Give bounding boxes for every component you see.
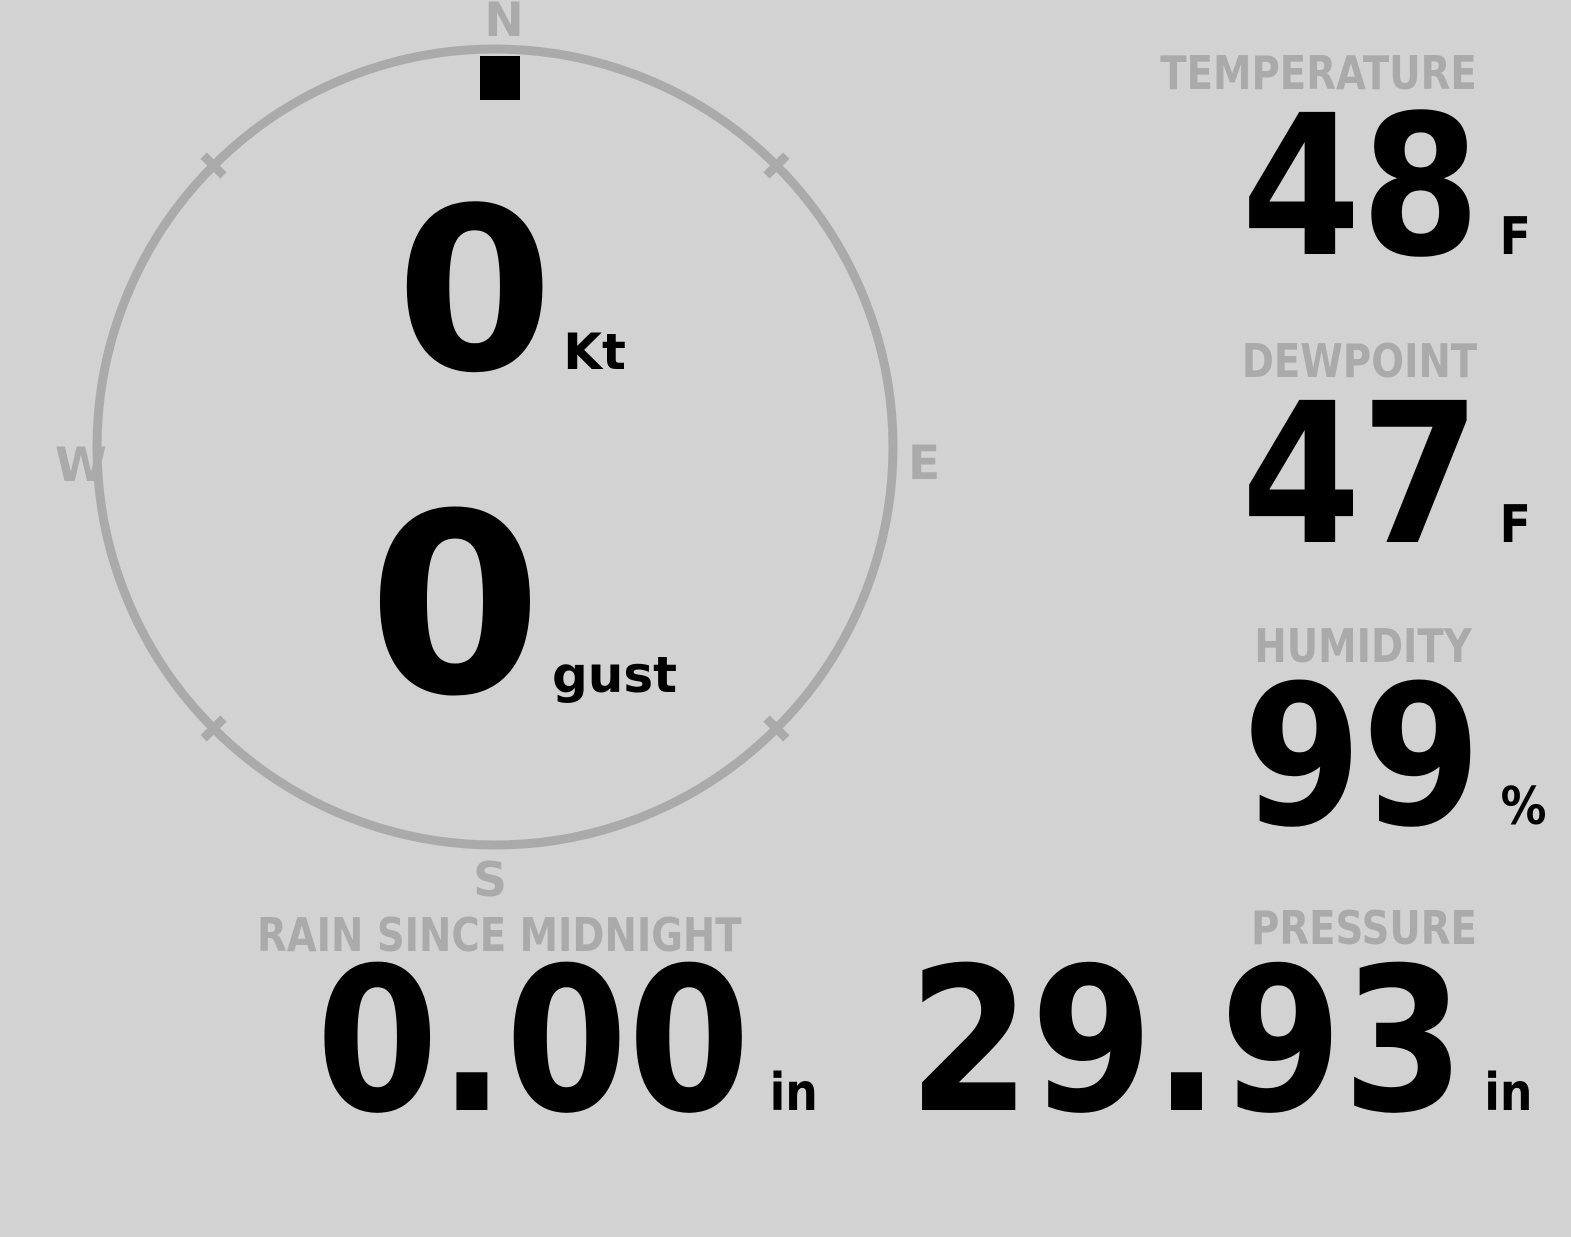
rain-reading: 0.00 in xyxy=(316,942,818,1142)
temperature-unit: F xyxy=(1499,207,1531,267)
cardinal-north-label: N xyxy=(484,0,524,48)
compass-ring-graphic xyxy=(92,44,898,850)
wind-speed-value: 0 xyxy=(396,160,554,423)
wind-gust-unit: gust xyxy=(551,646,678,704)
humidity-label: HUMIDITY xyxy=(1254,619,1472,673)
rain-since-midnight-label: RAIN SINCE MIDNIGHT xyxy=(257,908,742,962)
temperature-reading: 48 F xyxy=(1242,89,1531,284)
humidity-reading: 99 % xyxy=(1242,659,1546,854)
compass-tick-nw xyxy=(200,152,227,179)
pressure-reading: 29.93 in xyxy=(908,942,1532,1142)
dewpoint-label: DEWPOINT xyxy=(1241,334,1477,388)
pressure-label: PRESSURE xyxy=(1251,901,1477,955)
compass-tick-ne xyxy=(763,152,790,179)
cardinal-west-label: W xyxy=(55,438,107,493)
dewpoint-reading: 47 F xyxy=(1242,377,1531,572)
cardinal-south-label: S xyxy=(473,853,507,908)
rain-value: 0.00 xyxy=(316,925,751,1158)
temperature-value: 48 xyxy=(1241,73,1481,300)
wind-direction-marker-icon xyxy=(480,56,520,100)
humidity-unit: % xyxy=(1500,777,1546,837)
rain-unit: in xyxy=(769,1063,818,1123)
wind-direction-marker-group xyxy=(480,56,520,100)
dewpoint-unit: F xyxy=(1499,495,1531,555)
wind-gust-reading: 0 gust xyxy=(368,481,677,731)
compass-tick-sw xyxy=(200,715,227,742)
compass-tick-se xyxy=(763,715,790,742)
cardinal-east-label: E xyxy=(908,436,941,491)
wind-gust-value: 0 xyxy=(368,460,542,751)
compass-ring xyxy=(92,44,898,850)
wind-speed-unit: Kt xyxy=(563,323,626,381)
humidity-value: 99 xyxy=(1241,643,1481,870)
dewpoint-value: 47 xyxy=(1241,361,1481,588)
temperature-label: TEMPERATURE xyxy=(1160,46,1477,100)
pressure-unit: in xyxy=(1483,1063,1532,1123)
wind-speed-reading: 0 Kt xyxy=(396,179,626,405)
pressure-value: 29.93 xyxy=(907,925,1465,1158)
compass-ticks xyxy=(200,152,790,742)
